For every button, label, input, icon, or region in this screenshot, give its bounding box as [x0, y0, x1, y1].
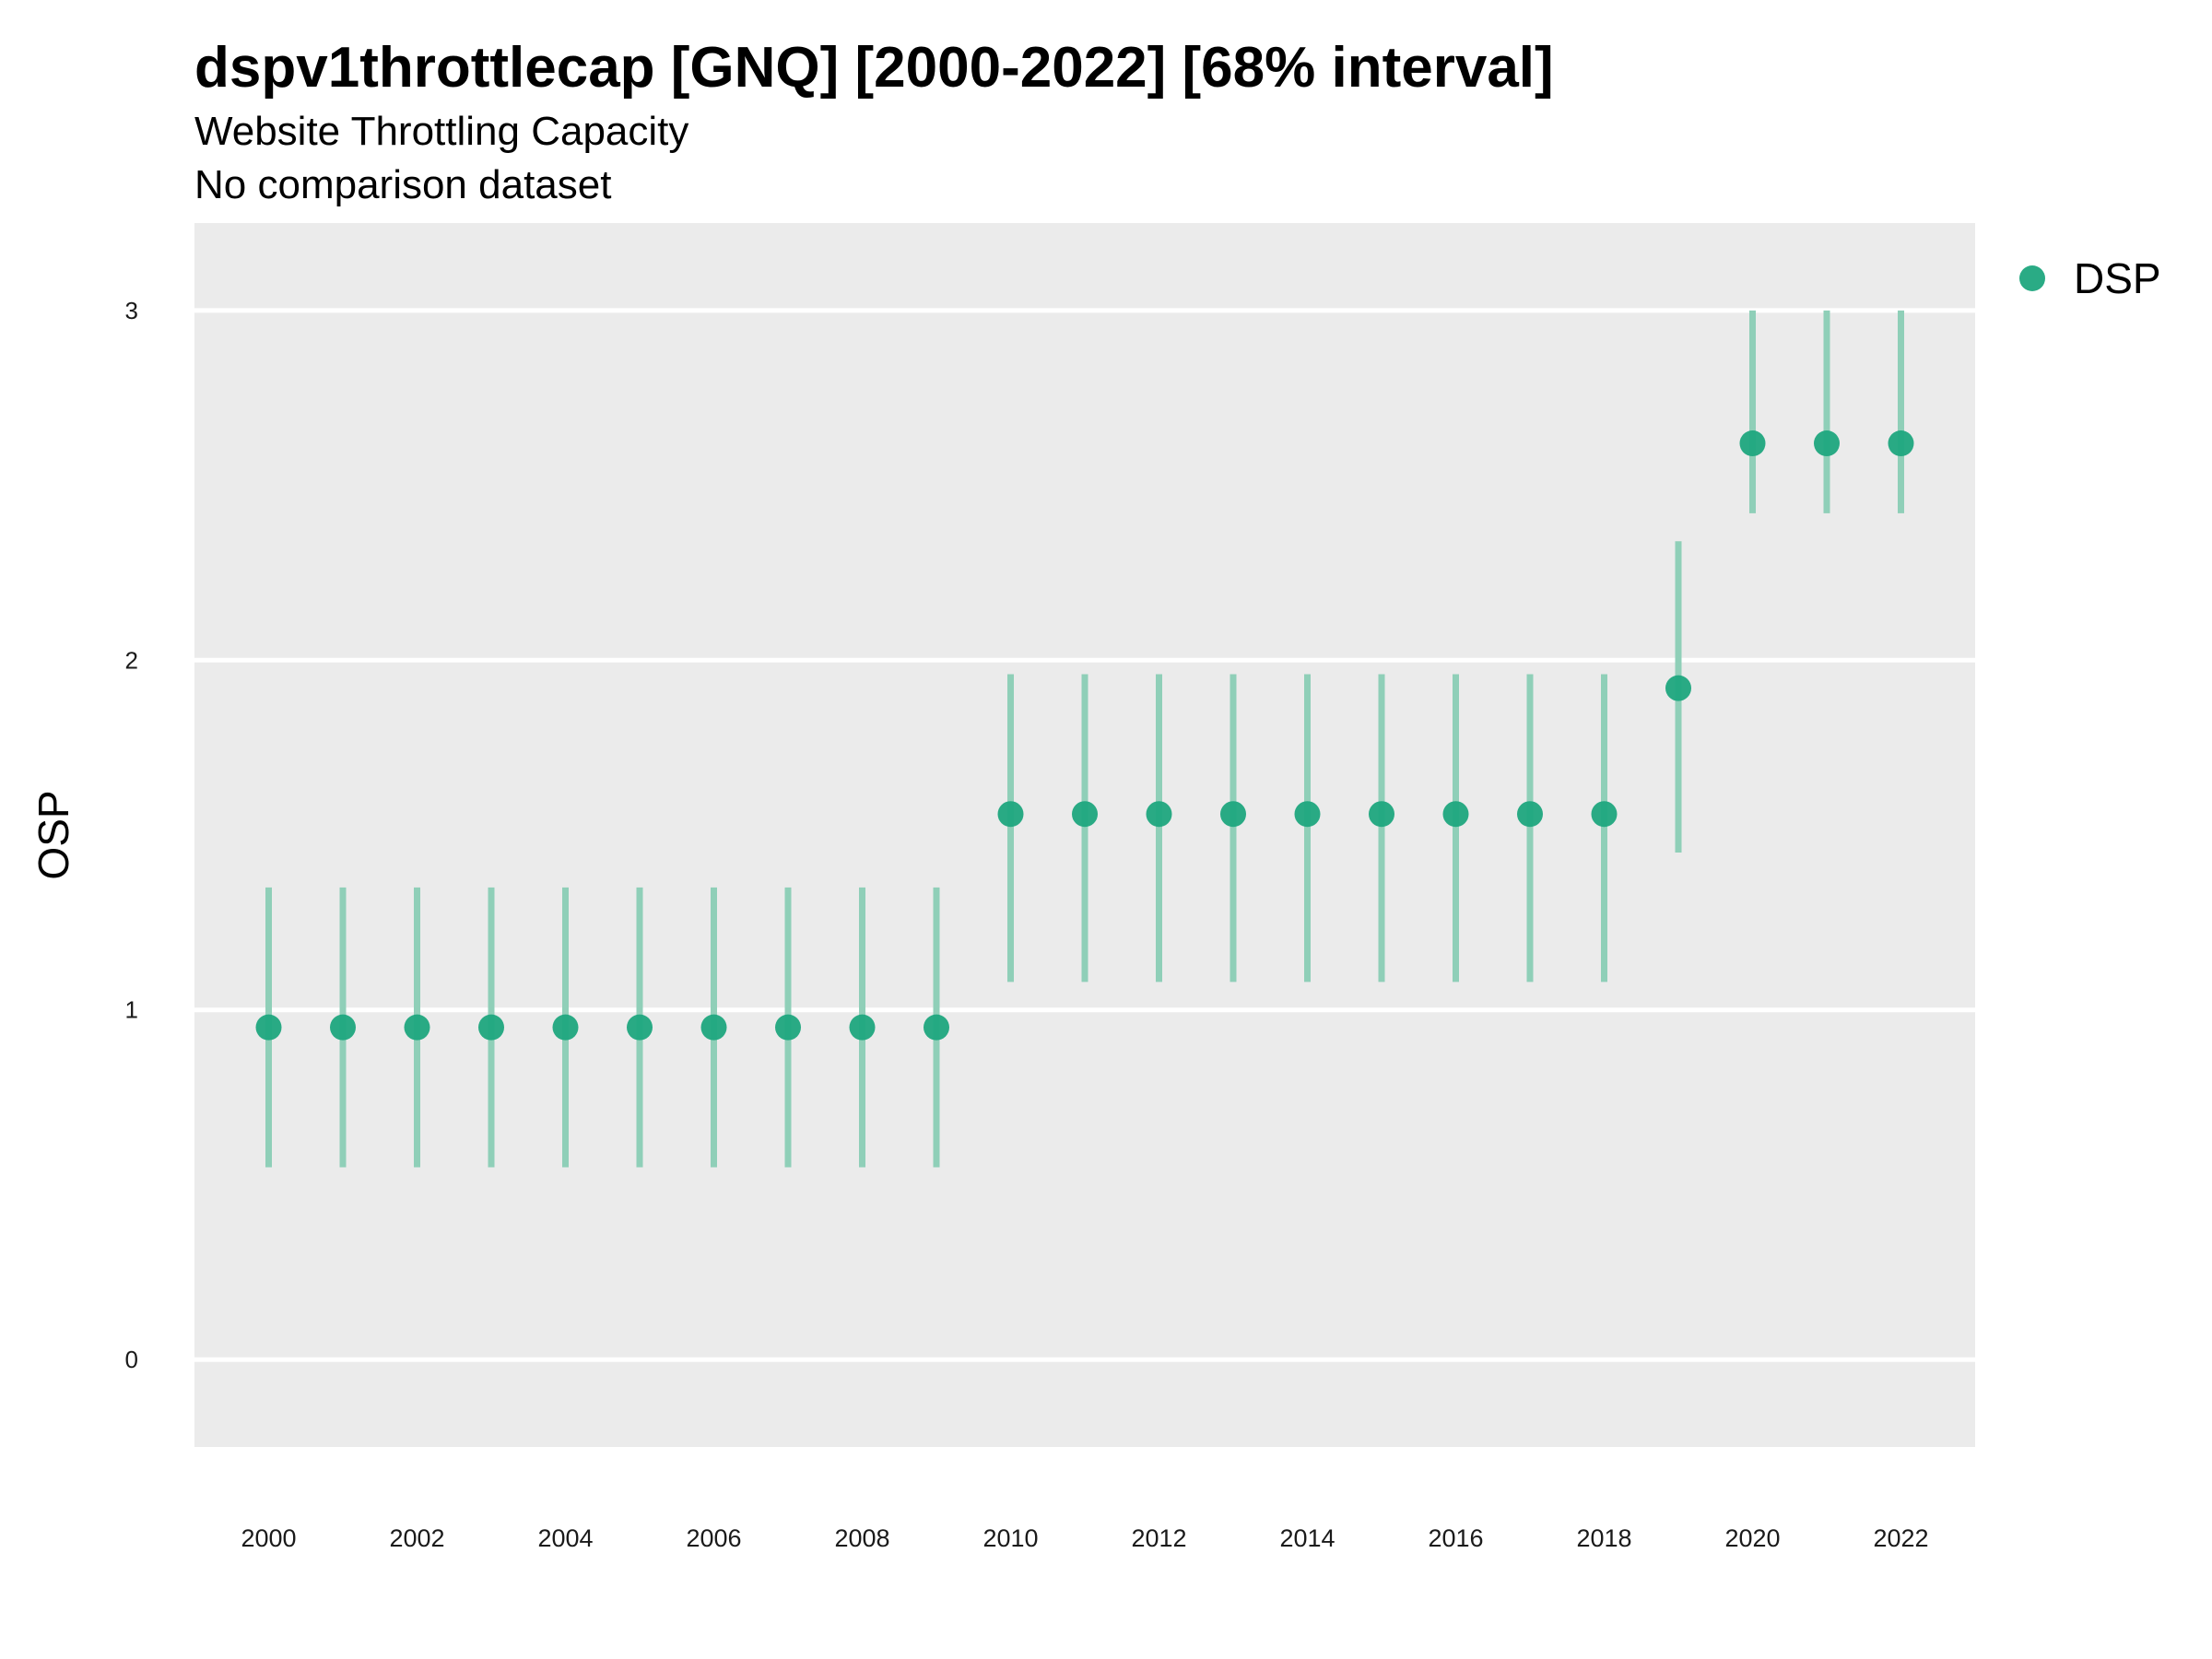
- data-point: [1072, 801, 1098, 828]
- x-tick-label: 2010: [982, 1524, 1038, 1552]
- chart-title: dspv1throttlecap [GNQ] [2000-2022] [68% …: [194, 36, 1554, 100]
- data-point: [1591, 801, 1618, 828]
- data-point: [1739, 430, 1766, 457]
- data-point: [1517, 801, 1543, 828]
- data-point: [552, 1014, 579, 1041]
- data-point: [1146, 801, 1172, 828]
- data-point: [1888, 430, 1914, 457]
- x-tick-label: 2014: [1279, 1524, 1335, 1552]
- legend-label-dsp: DSP: [2074, 254, 2161, 302]
- legend-key-dsp: [2019, 265, 2045, 291]
- y-tick-label: 3: [125, 297, 138, 324]
- x-tick-labels: 2000 2002 2004 2006 2008 2010 2012 2014 2016 2018…: [241, 1524, 1928, 1552]
- y-tick-label: 1: [125, 996, 138, 1024]
- data-point: [404, 1014, 430, 1041]
- data-point: [1220, 801, 1246, 828]
- chart-subtitle: Website Throttling Capacity: [194, 109, 689, 154]
- data-point: [255, 1014, 282, 1041]
- x-tick-label: 2002: [389, 1524, 444, 1552]
- data-point: [700, 1014, 727, 1041]
- x-tick-label: 2012: [1131, 1524, 1186, 1552]
- data-point: [478, 1014, 504, 1041]
- x-tick-label: 2016: [1428, 1524, 1483, 1552]
- x-tick-label: 2008: [834, 1524, 889, 1552]
- data-point: [1814, 430, 1840, 457]
- chart-caption: No comparison dataset: [194, 162, 612, 207]
- data-point: [997, 801, 1024, 828]
- x-tick-label: 2022: [1873, 1524, 1928, 1552]
- legend: DSP: [2019, 254, 2161, 302]
- data-points: [255, 430, 1914, 1041]
- y-tick-label: 2: [125, 646, 138, 674]
- x-tick-label: 2000: [241, 1524, 296, 1552]
- data-point: [1294, 801, 1321, 828]
- data-point: [330, 1014, 356, 1041]
- data-point: [627, 1014, 653, 1041]
- data-point: [775, 1014, 801, 1041]
- y-tick-label: 0: [125, 1346, 138, 1373]
- data-point: [1665, 675, 1691, 701]
- y-axis-label: OSP: [29, 790, 77, 879]
- data-point: [924, 1014, 949, 1041]
- data-point: [1442, 801, 1469, 828]
- x-tick-label: 2020: [1724, 1524, 1780, 1552]
- y-tick-labels: 0 1 2 3: [125, 297, 138, 1373]
- x-tick-label: 2004: [537, 1524, 593, 1552]
- data-point: [1369, 801, 1394, 828]
- x-tick-label: 2018: [1576, 1524, 1631, 1552]
- x-tick-label: 2006: [686, 1524, 741, 1552]
- data-point: [849, 1014, 876, 1041]
